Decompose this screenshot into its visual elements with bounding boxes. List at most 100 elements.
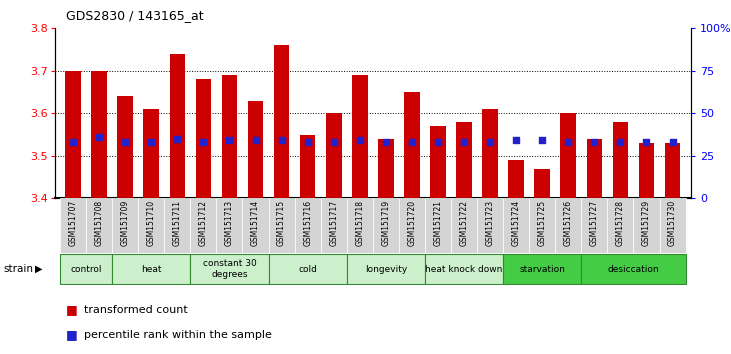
Text: GSM151724: GSM151724: [512, 200, 520, 246]
Bar: [373, 198, 399, 253]
Text: GSM151726: GSM151726: [564, 200, 573, 246]
Bar: [659, 198, 686, 253]
Bar: [243, 198, 268, 253]
Bar: [529, 198, 556, 253]
Bar: [399, 198, 425, 253]
Bar: [503, 198, 529, 253]
Text: ■: ■: [66, 328, 77, 341]
Point: [250, 138, 262, 143]
Bar: [482, 109, 498, 198]
Text: GSM151722: GSM151722: [460, 200, 469, 246]
Bar: [477, 198, 503, 253]
Point: [328, 139, 340, 145]
Bar: [430, 126, 446, 198]
Text: GSM151715: GSM151715: [277, 200, 286, 246]
Text: GSM151728: GSM151728: [616, 200, 625, 246]
Bar: [268, 254, 346, 284]
Bar: [634, 198, 659, 253]
Bar: [216, 198, 243, 253]
Text: GSM151708: GSM151708: [94, 200, 104, 246]
Text: ▶: ▶: [35, 264, 42, 274]
Text: heat: heat: [141, 264, 162, 274]
Text: GSM151723: GSM151723: [485, 200, 495, 246]
Bar: [60, 254, 112, 284]
Text: GSM151730: GSM151730: [668, 200, 677, 246]
Bar: [118, 96, 133, 198]
Text: GSM151707: GSM151707: [69, 200, 77, 246]
Point: [510, 138, 522, 143]
Text: GSM151718: GSM151718: [355, 200, 364, 246]
Text: GSM151717: GSM151717: [329, 200, 338, 246]
Bar: [346, 198, 373, 253]
Text: GDS2830 / 143165_at: GDS2830 / 143165_at: [66, 9, 203, 22]
Text: GSM151713: GSM151713: [225, 200, 234, 246]
Point: [145, 139, 157, 145]
Text: GSM151729: GSM151729: [642, 200, 651, 246]
Bar: [221, 75, 238, 198]
Bar: [300, 135, 316, 198]
Bar: [404, 92, 420, 198]
Bar: [664, 143, 681, 198]
Bar: [581, 254, 686, 284]
Text: GSM151714: GSM151714: [251, 200, 260, 246]
Bar: [295, 198, 321, 253]
Bar: [451, 198, 477, 253]
Point: [119, 139, 131, 145]
Point: [432, 139, 444, 145]
Point: [380, 139, 392, 145]
Bar: [91, 71, 107, 198]
Bar: [112, 254, 190, 284]
Bar: [190, 198, 216, 253]
Bar: [326, 113, 341, 198]
Bar: [581, 198, 607, 253]
Bar: [321, 198, 346, 253]
Text: desiccation: desiccation: [607, 264, 659, 274]
Bar: [196, 79, 211, 198]
Text: GSM151721: GSM151721: [433, 200, 442, 246]
Point: [67, 139, 79, 145]
Bar: [170, 54, 185, 198]
Bar: [556, 198, 581, 253]
Point: [172, 136, 183, 142]
Bar: [378, 139, 394, 198]
Text: GSM151716: GSM151716: [303, 200, 312, 246]
Text: GSM151709: GSM151709: [121, 200, 129, 246]
Text: GSM151720: GSM151720: [407, 200, 417, 246]
Point: [615, 139, 626, 145]
Point: [94, 134, 105, 140]
Text: GSM151719: GSM151719: [382, 200, 390, 246]
Point: [302, 139, 314, 145]
Text: GSM151710: GSM151710: [147, 200, 156, 246]
Bar: [352, 75, 368, 198]
Point: [276, 138, 287, 143]
Text: ■: ■: [66, 303, 77, 316]
Point: [667, 139, 678, 145]
Point: [458, 139, 470, 145]
Bar: [639, 143, 654, 198]
Bar: [65, 71, 81, 198]
Text: heat knock down: heat knock down: [425, 264, 503, 274]
Point: [588, 139, 600, 145]
Bar: [425, 198, 451, 253]
Bar: [534, 169, 550, 198]
Bar: [346, 254, 425, 284]
Point: [406, 139, 417, 145]
Bar: [503, 254, 581, 284]
Bar: [248, 101, 263, 198]
Point: [562, 139, 574, 145]
Bar: [268, 198, 295, 253]
Text: percentile rank within the sample: percentile rank within the sample: [84, 330, 272, 339]
Point: [224, 138, 235, 143]
Bar: [60, 198, 86, 253]
Bar: [607, 198, 634, 253]
Bar: [586, 139, 602, 198]
Text: control: control: [70, 264, 102, 274]
Text: transformed count: transformed count: [84, 305, 188, 315]
Text: GSM151725: GSM151725: [538, 200, 547, 246]
Text: strain: strain: [4, 264, 34, 274]
Text: GSM151712: GSM151712: [199, 200, 208, 246]
Point: [197, 139, 209, 145]
Point: [537, 138, 548, 143]
Bar: [274, 45, 289, 198]
Point: [640, 139, 652, 145]
